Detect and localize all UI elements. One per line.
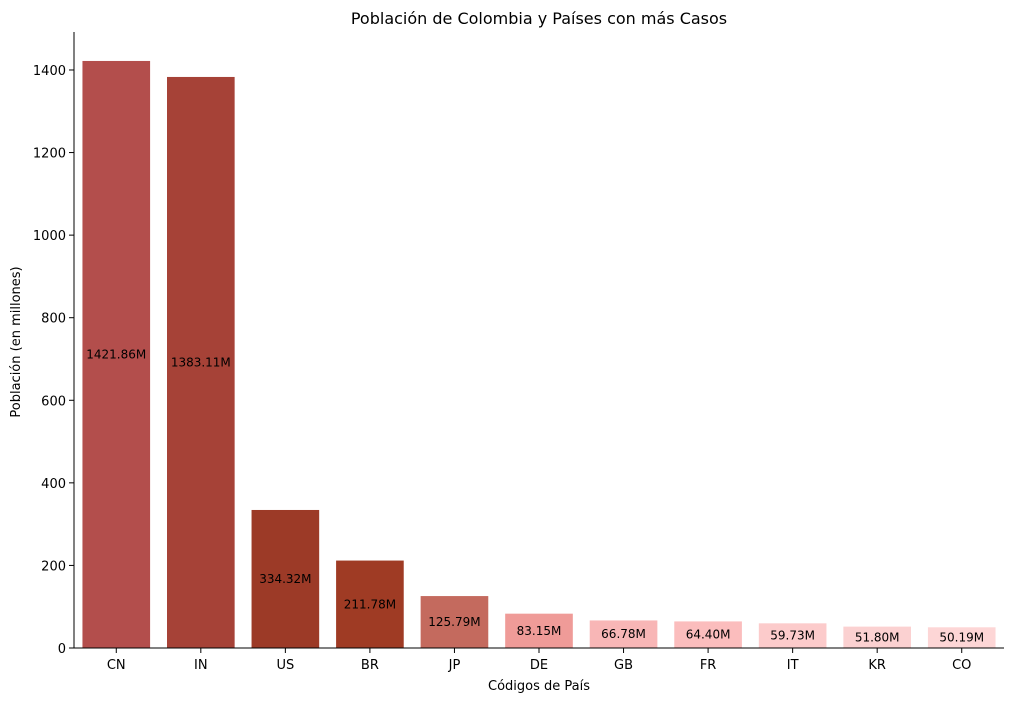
bar-fr [674, 621, 742, 648]
x-tick-label: BR [361, 658, 379, 673]
bar-jp [420, 596, 489, 648]
y-axis-label: Población (en millones) [9, 266, 24, 417]
data-labels-group: 1421.86M 1383.11M 334.32M 211.78M 125.79M 83.… [86, 347, 984, 644]
x-tick-label: US [276, 658, 294, 673]
x-tick-label: JP [448, 658, 461, 673]
bar-de [505, 613, 573, 648]
x-tick-label: IT [787, 658, 799, 673]
data-label-kr: 51.80M [855, 630, 900, 644]
x-tick-label: DE [530, 658, 548, 673]
y-tick-label: 800 [41, 312, 66, 327]
x-tick-label: KR [868, 658, 886, 673]
bar-it [758, 623, 827, 648]
bar-cn [82, 60, 151, 648]
x-tick-label: GB [614, 658, 633, 673]
data-label-us: 334.32M [259, 572, 311, 586]
ticks-group: CN IN US BR JP DE GB FR IT KR CO 0 200 400 600 800 1000 1… [33, 64, 971, 673]
y-tick-label: 0 [58, 642, 66, 657]
y-tick-label: 600 [41, 394, 66, 409]
data-label-jp: 125.79M [428, 615, 480, 629]
data-label-gb: 66.78M [601, 627, 646, 641]
y-tick-label: 1400 [33, 64, 66, 79]
bar-kr [843, 626, 911, 648]
x-axis-label: Códigos de País [488, 679, 590, 694]
bar-co [927, 627, 996, 648]
data-label-co: 50.19M [939, 631, 984, 645]
data-label-cn: 1421.86M [86, 347, 146, 361]
data-label-fr: 64.40M [686, 628, 731, 642]
data-label-br: 211.78M [344, 597, 396, 611]
bar-us [251, 509, 320, 648]
y-tick-label: 1000 [33, 229, 66, 244]
bar-in [167, 76, 235, 648]
bar-gb [589, 620, 658, 648]
x-tick-label: CO [952, 658, 971, 673]
bars-group [82, 60, 996, 648]
chart-title: Población de Colombia y Países con más C… [351, 9, 727, 28]
x-tick-label: FR [700, 658, 717, 673]
y-tick-label: 1200 [33, 147, 66, 162]
x-tick-label: CN [107, 658, 126, 673]
bar-br [336, 560, 404, 648]
x-tick-label: IN [194, 658, 208, 673]
data-label-in: 1383.11M [171, 355, 231, 369]
y-tick-label: 200 [41, 559, 66, 574]
y-tick-label: 400 [41, 477, 66, 492]
data-label-it: 59.73M [770, 629, 815, 643]
data-label-de: 83.15M [517, 624, 562, 638]
